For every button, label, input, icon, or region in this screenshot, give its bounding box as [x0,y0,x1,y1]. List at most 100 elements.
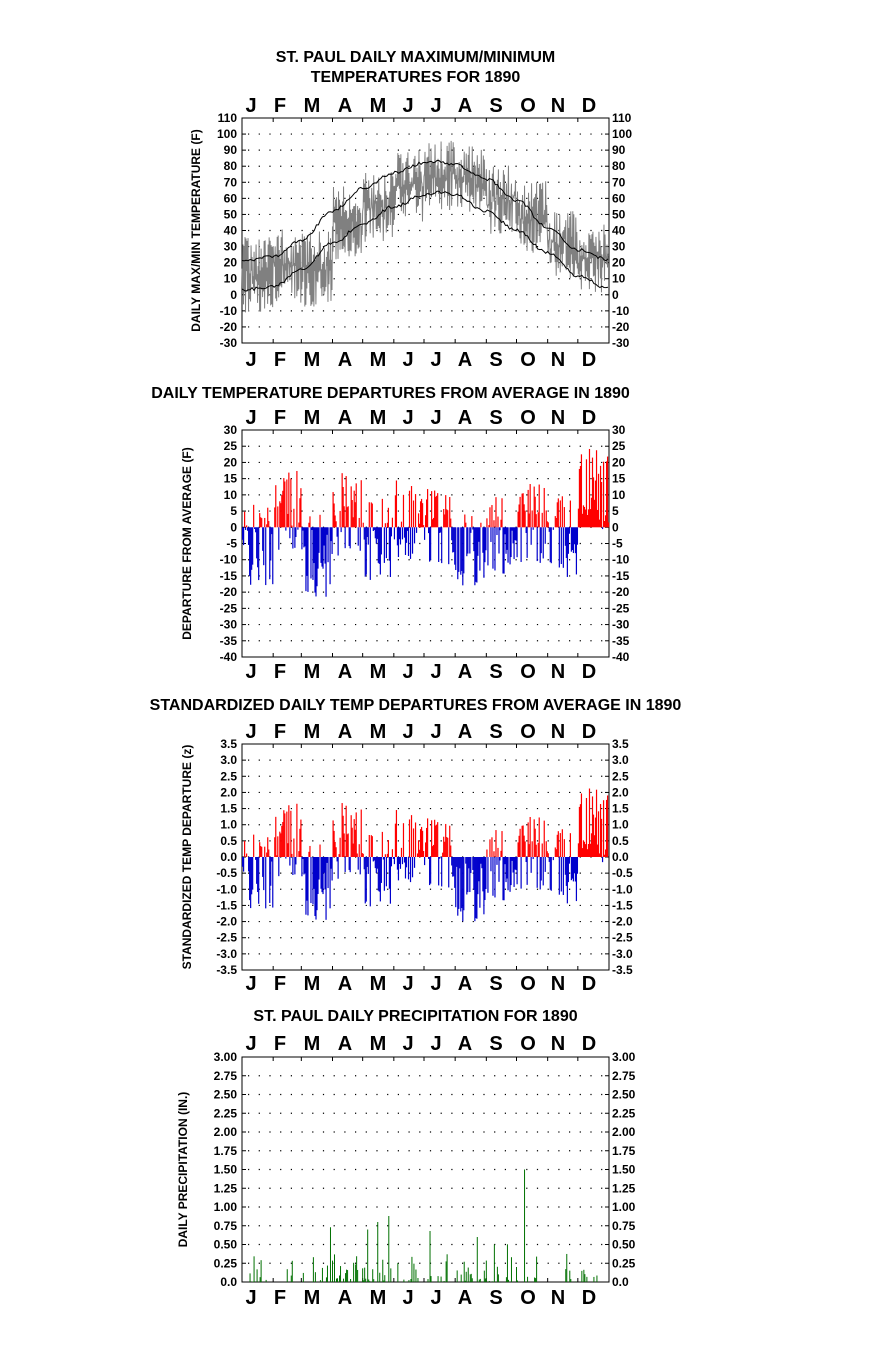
departure-bar [301,527,303,550]
departure-bar [390,857,393,867]
departure-bar [580,793,583,857]
month-label-bottom: A [458,661,472,683]
departure-bar [355,483,357,528]
month-label-top: J [402,721,413,743]
departure-bar [344,857,346,872]
month-label-bottom: J [402,661,413,683]
departure-bar [310,527,312,579]
month-label-top: N [551,95,565,117]
y-tick-label-left: 90 [224,143,238,157]
y-tick-label-right: 1.25 [612,1181,636,1195]
departure-bar [436,824,438,857]
departure-bar [450,845,452,857]
departure-bar [507,527,509,563]
departure-bar [554,847,556,857]
month-label-top: A [458,95,472,117]
departure-bar [334,515,336,528]
departure-bar [409,527,412,559]
departure-bar [523,504,525,528]
departure-bar [530,527,532,545]
departure-bar [259,842,261,857]
departure-bar [359,527,361,551]
month-label-top: J [430,1033,441,1055]
departure-bar [343,833,345,857]
month-label-top: S [489,721,502,743]
departure-bar [516,857,518,885]
y-tick-label-left: 0.50 [214,1238,238,1252]
departure-bar [590,833,593,857]
departure-bar [415,527,418,533]
month-label-top: F [274,95,286,117]
departure-bar [413,527,416,544]
departure-bar [466,857,468,895]
month-label-bottom: M [370,349,387,371]
departure-bar [342,815,344,857]
departure-bar [403,527,406,538]
y-tick-label-right: 1.50 [612,1163,636,1177]
departure-bar [528,513,530,528]
departure-bar [248,857,250,872]
departure-bar [579,804,582,857]
departure-bar [512,527,514,544]
departure-bar [376,527,378,539]
departure-bar [244,511,246,528]
departure-bar [297,527,299,530]
month-label-bottom: M [370,973,387,995]
departure-bar [594,817,597,857]
departure-bar [474,527,476,586]
departure-bar [404,527,407,555]
month-label-bottom: M [370,661,387,683]
y-tick-label-left: 3.0 [220,753,237,767]
departure-bar [414,494,417,528]
departure-bar [384,523,386,528]
month-label-top: J [430,721,441,743]
departure-bar [319,514,321,528]
y-tick-label-right: 0.5 [612,834,629,848]
departure-bar [542,527,544,559]
y-tick-label-left: -25 [220,601,238,615]
departure-bar [246,853,248,857]
departure-bar [510,857,512,886]
departure-bar [569,500,571,528]
departure-bar [356,853,358,857]
departure-bar [263,527,265,566]
departure-bar [600,481,603,528]
departure-bar [426,827,428,857]
departure-bar [242,857,244,867]
departure-bar [287,843,289,857]
departure-bar [402,823,405,857]
departure-bar [438,527,440,562]
departure-bar [527,489,529,528]
departure-bar [455,857,457,908]
month-label-top: A [458,1033,472,1055]
departure-bar [421,503,424,528]
departure-bar [381,498,383,528]
y-tick-label-right: 25 [612,439,626,453]
departure-bar [565,857,567,886]
departure-bar [479,857,481,908]
departure-bar [528,844,530,857]
y-tick-label-right: 2.25 [612,1106,636,1120]
departure-bar [267,507,269,528]
y-tick-label-right: 30 [612,423,626,437]
departure-bar [422,851,425,857]
y-tick-label-right: -40 [612,650,630,664]
departure-bar [281,495,283,528]
month-label-bottom: A [458,1287,472,1309]
month-label-bottom: S [489,1287,502,1309]
departure-bar [308,851,310,857]
departure-bar [535,514,537,528]
chart-title: DAILY TEMPERATURE DEPARTURES FROM AVERAG… [151,385,630,402]
y-tick-label-right: -20 [612,320,630,334]
departure-bar [249,857,251,901]
month-label-top: A [458,407,472,429]
departure-bar [349,857,351,873]
departure-bar [283,478,285,528]
departure-bar [431,820,433,857]
departure-bar [432,846,434,857]
departure-bar [249,527,251,577]
departure-bar [539,857,541,890]
departure-bar [450,518,452,528]
departure-bar [317,527,319,569]
departure-bar [453,857,455,877]
